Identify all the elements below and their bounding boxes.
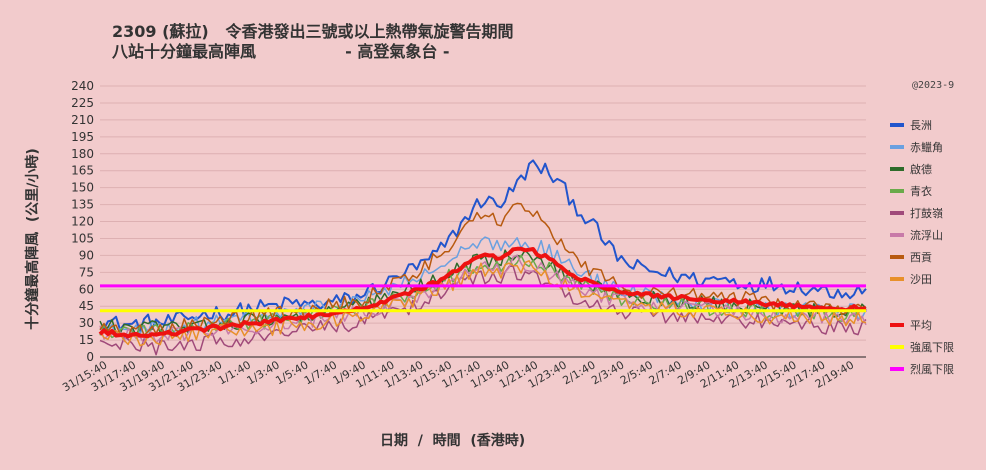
legend-item: 平均 (890, 318, 932, 332)
series-line-1 (99, 159, 867, 332)
legend-label: 沙田 (910, 273, 932, 286)
copyright-label: @2023-9 (912, 80, 955, 91)
legend-label: 打鼓嶺 (910, 207, 943, 220)
y-tick-label: 120 (71, 215, 94, 229)
legend-item: 長洲 (890, 118, 932, 132)
y-tick-label: 75 (79, 265, 94, 279)
y-tick-label: 105 (71, 231, 94, 245)
y-tick-label: 180 (71, 147, 94, 161)
chart-title-line-2: 八站十分鐘最高陣風 - 高登氣象台 - (112, 42, 450, 61)
legend-swatch (890, 233, 904, 237)
grid-lines (100, 85, 866, 341)
legend-swatch (890, 123, 904, 127)
legend-item: 赤鱲角 (890, 140, 943, 154)
legend-item: 青衣 (890, 184, 932, 198)
legend-label: 平均 (910, 319, 932, 332)
legend-item: 沙田 (890, 272, 932, 286)
y-tick-label: 30 (79, 316, 94, 330)
legend-label: 青衣 (910, 185, 932, 198)
y-tick-label: 0 (86, 350, 94, 364)
legend-swatch (890, 167, 904, 171)
legend-swatch (890, 211, 904, 215)
legend-swatch (890, 345, 904, 349)
y-tick-label: 225 (71, 96, 94, 110)
series-line-6 (99, 254, 867, 345)
y-tick-label: 210 (71, 113, 94, 127)
legend-label: 流浮山 (910, 229, 943, 242)
y-tick-labels: 0 15 30 45 60 75 90 105 120 135 150 165 180 195 210 225… (71, 79, 94, 364)
legend-swatch (890, 323, 904, 327)
legend-label: 赤鱲角 (910, 141, 943, 154)
legend-label: 烈風下限 (910, 363, 954, 376)
y-tick-label: 45 (79, 299, 94, 313)
legend-swatch (890, 145, 904, 149)
legend-swatch (890, 255, 904, 259)
x-tick-labels: 31/15:4031/17:4031/19:4031/21:4031/23:40… (60, 358, 856, 394)
legend-label: 西貢 (910, 251, 932, 264)
series-lines (98, 159, 867, 356)
y-axis-label: 十分鐘最高陣風 (公里/小時) (25, 148, 41, 330)
series-line-8 (99, 260, 867, 347)
y-tick-label: 15 (79, 333, 94, 347)
series-line-4 (99, 254, 867, 340)
legend-item: 流浮山 (890, 228, 943, 242)
legend-swatch (890, 277, 904, 281)
legend-label: 長洲 (910, 119, 932, 132)
legend-swatch (890, 367, 904, 371)
legend-item: 打鼓嶺 (890, 206, 943, 220)
y-tick-label: 240 (71, 79, 94, 93)
legend-label: 啟德 (910, 163, 932, 176)
legend-swatch (890, 189, 904, 193)
y-tick-label: 150 (71, 181, 94, 195)
chart-title-line-1: 2309 (蘇拉) 令香港發出三號或以上熱帶氣旋警告期間 (112, 22, 514, 41)
y-tick-label: 60 (79, 282, 94, 296)
x-axis-label: 日期 / 時間 (香港時) (380, 433, 526, 449)
legend-item: 強風下限 (890, 340, 954, 354)
legend-label: 強風下限 (910, 341, 954, 354)
y-tick-label: 90 (79, 248, 94, 262)
legend-item: 西貢 (890, 250, 932, 264)
series-line-9 (98, 246, 867, 339)
y-tick-label: 165 (71, 164, 94, 178)
reference-lines (100, 284, 866, 313)
series-line-7 (99, 202, 867, 338)
legend-item: 烈風下限 (890, 362, 954, 376)
legend-item: 啟德 (890, 162, 932, 176)
y-tick-label: 135 (71, 198, 94, 212)
y-tick-label: 195 (71, 130, 94, 144)
